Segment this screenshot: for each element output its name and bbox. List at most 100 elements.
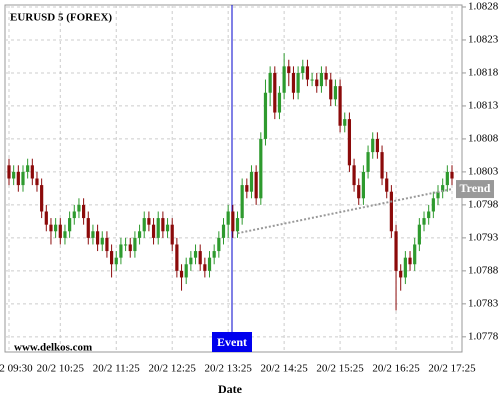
candle-body [273, 72, 277, 113]
candle-body [301, 66, 305, 73]
candle-body [296, 72, 300, 93]
candle-body [21, 171, 25, 186]
candle-body [114, 257, 118, 265]
y-tick-label: 1.0813 [468, 99, 499, 111]
candle-body [394, 231, 398, 271]
candle-body [179, 270, 184, 278]
y-tick-label: 1.0798 [468, 198, 499, 210]
candle-body [441, 185, 445, 192]
candle-body [263, 92, 268, 139]
candle-body [450, 171, 454, 179]
y-tick-label: 1.0808 [468, 132, 499, 144]
candle-body [277, 92, 282, 113]
candle-body [254, 171, 258, 199]
x-tick-label: 20/2 10:25 [37, 363, 85, 375]
event-box [212, 332, 252, 352]
candle-body [431, 198, 435, 212]
candle-body [408, 257, 412, 265]
candle-body [235, 218, 240, 232]
candle-body [175, 244, 179, 271]
x-tick-label: 20/2 16:25 [372, 363, 420, 375]
candle-body [35, 178, 39, 186]
event-label: Event [217, 335, 247, 349]
candle-body [422, 218, 426, 225]
candle-body [82, 204, 86, 219]
candle-body [96, 231, 100, 245]
x-axis-title: Date [218, 382, 243, 396]
y-tick-label: 1.0783 [468, 297, 499, 309]
candle-body [413, 244, 417, 265]
candle-body [58, 224, 62, 238]
candle-body [86, 218, 90, 238]
candle-body [221, 224, 226, 238]
candle-body [310, 79, 314, 81]
candle-body [156, 218, 160, 238]
candle-body [217, 237, 221, 252]
candle-body [319, 72, 324, 87]
candle-body [361, 171, 365, 199]
candle-body [40, 185, 44, 212]
trend-line [237, 188, 453, 235]
candle-body [291, 72, 296, 93]
candle-body [142, 218, 146, 232]
candle-body [207, 257, 212, 271]
candle-body [352, 165, 356, 186]
candle-body [371, 138, 375, 153]
candle-body [7, 165, 11, 179]
candle-body [198, 251, 202, 265]
candle-body [49, 224, 53, 232]
candle-body [161, 218, 165, 232]
candle-body [389, 191, 393, 232]
candle-body [333, 86, 338, 100]
candle-body [240, 185, 244, 219]
candle-body [305, 66, 310, 80]
candle-body [380, 152, 384, 179]
x-tick-label: 20/2 17:25 [428, 363, 476, 375]
candle-body [287, 66, 291, 73]
candle-body [109, 251, 114, 265]
candle-body [375, 138, 379, 153]
candle-body [137, 231, 142, 238]
candle-body [147, 218, 151, 225]
y-tick-label: 1.0803 [468, 165, 499, 177]
candle-body [151, 224, 156, 238]
watermark: www.delkos.com [14, 342, 92, 354]
candle-body [184, 264, 188, 278]
x-tick-label: 20/2 09:30 [0, 363, 33, 375]
trend-box [456, 180, 494, 199]
candle-body [12, 171, 16, 179]
candle-body [44, 211, 48, 225]
candle-body [68, 218, 72, 232]
x-tick-label: 20/2 14:25 [260, 363, 308, 375]
candle-body [212, 251, 216, 258]
candle-body [324, 72, 328, 80]
candle-body [259, 138, 263, 199]
candle-body [329, 79, 333, 100]
x-tick-label: 20/2 13:25 [204, 363, 252, 375]
y-tick-label: 1.0828 [468, 1, 499, 13]
candle-body [77, 204, 81, 212]
candle-body [226, 211, 230, 225]
candle-body [315, 79, 319, 87]
y-tick-label: 1.0778 [468, 330, 499, 342]
candle-body [268, 72, 272, 93]
candle-body [203, 264, 207, 271]
y-tick-label: 1.0823 [468, 33, 499, 45]
candle-body [72, 211, 76, 219]
candle-body [133, 237, 137, 252]
candle-body [105, 237, 109, 252]
candle-body [436, 191, 440, 199]
candle-body [165, 224, 170, 232]
candle-body [16, 171, 20, 186]
candle-body [445, 171, 449, 186]
candle-body [123, 244, 128, 246]
x-tick-label: 20/2 12:25 [149, 363, 197, 375]
candle-body [357, 185, 361, 199]
candle-body [366, 152, 370, 172]
candle-body [119, 244, 123, 258]
candle-body [231, 211, 235, 232]
trend-label: Trend [460, 181, 491, 195]
candle-body [343, 119, 347, 126]
candle-body [403, 257, 407, 278]
